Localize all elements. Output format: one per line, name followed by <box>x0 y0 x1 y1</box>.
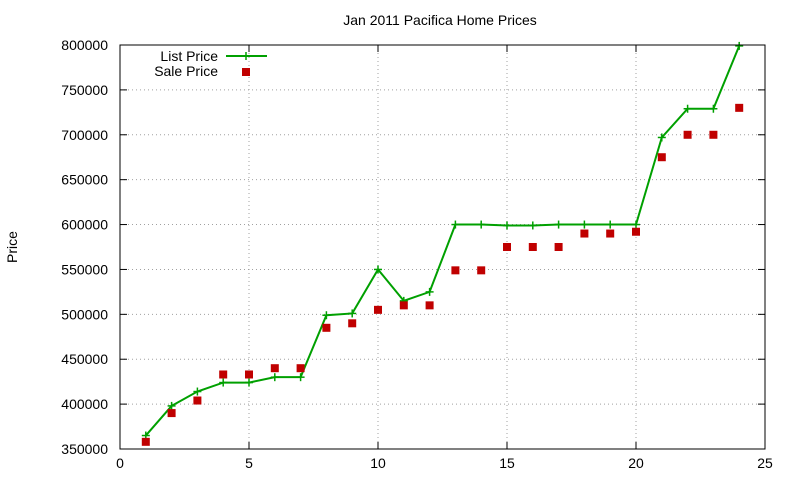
plot-frame <box>119 44 766 450</box>
sale-price-point <box>554 243 563 251</box>
y-tick-label: 750000 <box>61 82 108 98</box>
x-tick-label: 0 <box>116 455 124 471</box>
sale-price-point <box>477 266 486 275</box>
list-price-point <box>322 311 331 320</box>
legend-swatch-sale-price <box>242 68 250 76</box>
list-price-point <box>657 133 666 142</box>
x-tick-label: 20 <box>628 455 644 471</box>
axis-ticks: 0 5 10 15 20 25 350000 400000 450000 500000 550000… <box>61 37 773 471</box>
list-price-point <box>270 373 279 382</box>
list-price-point <box>735 41 744 50</box>
sale-price-point <box>399 301 408 310</box>
sale-price-point <box>735 103 744 112</box>
chart-title: Jan 2011 Pacifica Home Prices <box>343 12 537 28</box>
list-price-point <box>503 221 511 230</box>
sale-price-point <box>296 364 305 373</box>
sale-price-point <box>141 437 150 446</box>
y-tick-label: 800000 <box>61 37 108 53</box>
x-tick-label: 25 <box>757 455 773 471</box>
y-tick-label: 550000 <box>61 261 108 277</box>
y-tick-label: 450000 <box>61 351 108 367</box>
sale-price-point <box>657 153 666 162</box>
sale-price-point <box>193 396 202 405</box>
x-tick-label: 5 <box>245 455 253 471</box>
sale-price-point <box>425 301 434 310</box>
list-price-point <box>554 220 563 229</box>
list-price-point <box>245 378 253 387</box>
grid-lines <box>120 45 765 449</box>
sale-price-point <box>322 323 331 332</box>
y-tick-label: 650000 <box>61 172 108 188</box>
sale-price-point <box>245 370 253 379</box>
y-axis-label: Price <box>4 231 20 263</box>
list-price-point <box>219 378 228 387</box>
sale-price-point <box>709 130 718 139</box>
list-price-point <box>348 309 357 318</box>
list-price-point <box>683 104 692 113</box>
data-series <box>141 41 744 446</box>
legend-label-list-price: List Price <box>160 48 218 64</box>
list-price-point <box>632 220 640 229</box>
list-price-point <box>193 387 202 396</box>
list-price-point <box>167 401 176 410</box>
sale-price-point <box>167 409 176 418</box>
list-price-point <box>425 287 434 296</box>
list-price-point <box>580 220 589 229</box>
list-price-point <box>451 220 460 229</box>
sale-price-point <box>632 227 640 236</box>
list-price-point <box>528 221 537 230</box>
y-tick-label: 700000 <box>61 127 108 143</box>
list-price-line <box>145 45 741 437</box>
y-tick-label: 600000 <box>61 217 108 233</box>
y-tick-label: 500000 <box>61 306 108 322</box>
y-tick-label: 350000 <box>61 441 108 457</box>
list-price-point <box>477 220 486 229</box>
x-tick-label: 10 <box>370 455 386 471</box>
sale-price-point <box>606 229 615 238</box>
list-price-point <box>296 373 305 382</box>
sale-price-point <box>503 243 511 251</box>
sale-price-point <box>348 319 357 328</box>
sale-price-point <box>270 364 279 373</box>
y-tick-label: 400000 <box>61 396 108 412</box>
list-price-point <box>606 220 615 229</box>
sale-price-point <box>683 130 692 139</box>
sale-price-point <box>374 305 382 314</box>
list-price-point <box>374 265 382 274</box>
sale-price-point <box>528 243 537 251</box>
sale-price-point <box>219 370 228 379</box>
list-price-point <box>709 104 718 113</box>
x-tick-label: 15 <box>499 455 515 471</box>
legend-label-sale-price: Sale Price <box>154 63 218 79</box>
sale-price-point <box>451 266 460 275</box>
sale-price-point <box>580 229 589 238</box>
